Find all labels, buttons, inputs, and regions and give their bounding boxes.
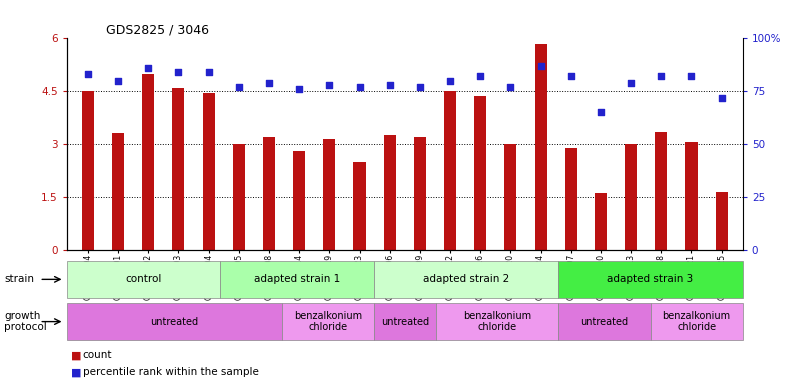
Bar xyxy=(354,162,365,250)
Bar xyxy=(263,137,275,250)
Point xyxy=(595,109,608,116)
Bar xyxy=(172,88,185,250)
Text: adapted strain 3: adapted strain 3 xyxy=(608,274,694,285)
Point xyxy=(384,82,396,88)
Bar xyxy=(203,93,215,250)
Bar xyxy=(142,74,154,250)
Text: control: control xyxy=(126,274,162,285)
Bar xyxy=(715,192,728,250)
Point xyxy=(142,65,155,71)
Point xyxy=(293,86,306,92)
Bar xyxy=(534,44,546,250)
Bar xyxy=(67,303,282,340)
Point xyxy=(112,78,124,84)
Point xyxy=(504,84,516,90)
Bar xyxy=(558,303,651,340)
Point xyxy=(413,84,426,90)
Bar xyxy=(505,144,516,250)
Bar xyxy=(374,303,435,340)
Text: untreated: untreated xyxy=(150,316,198,327)
Point xyxy=(474,73,487,79)
Point xyxy=(233,84,245,90)
Bar xyxy=(414,137,426,250)
Text: benzalkonium
chloride: benzalkonium chloride xyxy=(663,311,731,333)
Text: ■: ■ xyxy=(71,367,81,377)
Point xyxy=(263,80,275,86)
Text: percentile rank within the sample: percentile rank within the sample xyxy=(83,367,259,377)
Bar xyxy=(625,144,637,250)
Text: untreated: untreated xyxy=(380,316,429,327)
Point xyxy=(564,73,577,79)
Text: strain: strain xyxy=(4,274,34,285)
Text: GDS2825 / 3046: GDS2825 / 3046 xyxy=(106,23,209,36)
Text: untreated: untreated xyxy=(580,316,629,327)
Bar xyxy=(82,91,94,250)
Bar xyxy=(293,151,305,250)
Bar xyxy=(233,144,245,250)
Bar xyxy=(384,135,395,250)
Point xyxy=(685,73,698,79)
Bar xyxy=(564,147,577,250)
Bar xyxy=(67,261,220,298)
Point xyxy=(202,69,215,75)
Point xyxy=(323,82,336,88)
Text: count: count xyxy=(83,350,112,360)
Text: growth
protocol: growth protocol xyxy=(4,311,46,333)
Bar xyxy=(220,261,374,298)
Point xyxy=(172,69,185,75)
Point xyxy=(353,84,365,90)
Point xyxy=(625,80,637,86)
Point xyxy=(444,78,457,84)
Bar xyxy=(558,261,743,298)
Bar xyxy=(444,91,456,250)
Bar xyxy=(323,139,336,250)
Point xyxy=(82,71,94,78)
Point xyxy=(715,94,728,101)
Bar xyxy=(282,303,374,340)
Text: adapted strain 1: adapted strain 1 xyxy=(254,274,340,285)
Bar xyxy=(374,261,558,298)
Bar xyxy=(474,96,487,250)
Text: ■: ■ xyxy=(71,350,81,360)
Bar xyxy=(656,132,667,250)
Point xyxy=(534,63,547,69)
Bar xyxy=(685,142,697,250)
Bar xyxy=(651,303,743,340)
Bar xyxy=(595,193,607,250)
Text: adapted strain 2: adapted strain 2 xyxy=(423,274,509,285)
Text: benzalkonium
chloride: benzalkonium chloride xyxy=(294,311,362,333)
Bar xyxy=(435,303,558,340)
Text: benzalkonium
chloride: benzalkonium chloride xyxy=(463,311,531,333)
Point xyxy=(655,73,667,79)
Bar xyxy=(112,134,124,250)
